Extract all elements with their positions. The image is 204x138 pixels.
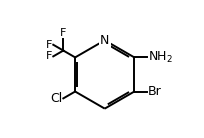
- Text: Cl: Cl: [50, 92, 63, 105]
- Text: F: F: [46, 51, 53, 61]
- Text: F: F: [46, 40, 53, 50]
- Text: NH$_2$: NH$_2$: [148, 50, 173, 65]
- Text: N: N: [100, 34, 109, 47]
- Text: Br: Br: [148, 85, 162, 98]
- Text: F: F: [60, 28, 67, 38]
